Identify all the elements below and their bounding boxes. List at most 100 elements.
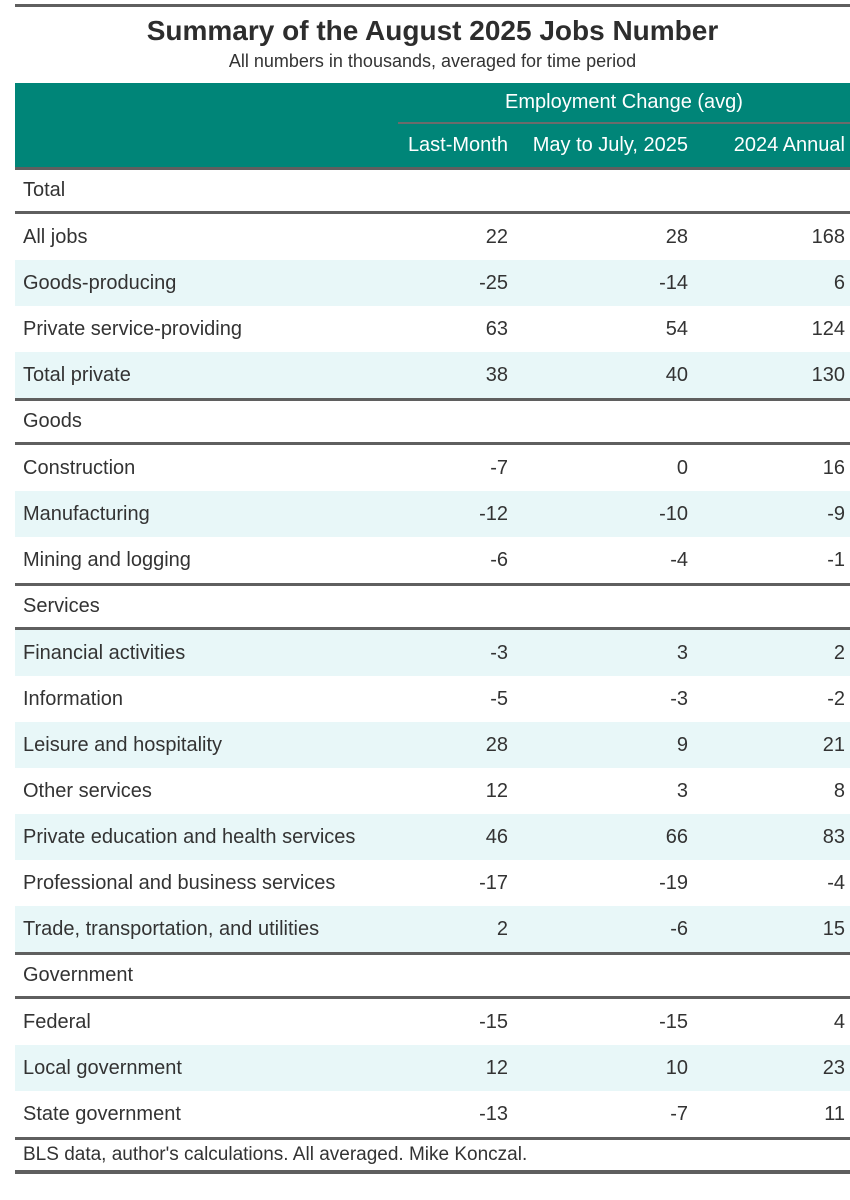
row-label: Goods-producing [23,271,177,294]
value-cell-may-to-july-2025: 66 [665,825,688,848]
value-cell-last-month: 46 [485,825,508,848]
value-cell-2024-annual: 8 [833,779,845,802]
table-row: Other services 12 3 8 [15,768,850,814]
column-spanner-employment-change: Employment Change (avg) [398,83,850,124]
value-cell-may-to-july-2025: -6 [670,917,688,940]
table-row: Federal -15 -15 4 [15,999,850,1045]
value-cell-2024-annual: 11 [824,1102,845,1125]
value-cell-last-month: -25 [479,271,508,294]
value-cell-last-month: -13 [479,1102,508,1125]
value-cell-may-to-july-2025: 54 [665,317,688,340]
value-cell-may-to-july-2025: -4 [670,548,688,571]
value-cell-last-month: 22 [485,225,508,248]
row-label: Private education and health services [23,825,356,848]
section-header-services: Services [15,586,850,630]
value-cell-may-to-july-2025: -10 [659,502,688,525]
value-cell-2024-annual: 83 [822,825,845,848]
value-cell-2024-annual: 124 [811,317,845,340]
table-row: Leisure and hospitality 28 9 21 [15,722,850,768]
row-label: Manufacturing [23,502,150,525]
table-row: Trade, transportation, and utilities 2 -… [15,906,850,955]
value-cell-last-month: -6 [490,548,508,571]
value-cell-may-to-july-2025: 28 [665,225,688,248]
table-row: Local government 12 10 23 [15,1045,850,1091]
value-cell-may-to-july-2025: -14 [659,271,688,294]
value-cell-last-month: 38 [485,363,508,386]
value-cell-2024-annual: -1 [827,548,845,571]
row-label: All jobs [23,225,88,248]
table-row: Financial activities -3 3 2 [15,630,850,676]
table-row: Construction -7 0 16 [15,445,850,491]
row-label: State government [23,1102,181,1125]
value-cell-last-month: 28 [485,733,508,756]
value-cell-2024-annual: 130 [811,363,845,386]
table-row: All jobs 22 28 168 [15,214,850,260]
table-body: Total All jobs 22 28 168 Goods-producing… [15,170,850,1140]
spanner-row: Employment Change (avg) [15,83,850,124]
table-subtitle: All numbers in thousands, averaged for t… [228,51,637,71]
value-cell-may-to-july-2025: 0 [676,456,688,479]
table-row: Manufacturing -12 -10 -9 [15,491,850,537]
value-cell-may-to-july-2025: 40 [665,363,688,386]
value-cell-2024-annual: -9 [827,502,845,525]
table-row: Private education and health services 46… [15,814,850,860]
value-cell-2024-annual: 21 [822,733,845,756]
column-header-last-month: Last-Month [407,134,508,156]
value-cell-last-month: -15 [479,1010,508,1033]
value-cell-last-month: -3 [490,641,508,664]
value-cell-may-to-july-2025: -3 [670,687,688,710]
value-cell-may-to-july-2025: -7 [670,1102,688,1125]
table-row: Professional and business services -17 -… [15,860,850,906]
table-row: Private service-providing 63 54 124 [15,306,850,352]
value-cell-last-month: -17 [479,871,508,894]
value-cell-2024-annual: -2 [827,687,845,710]
table-title: Summary of the August 2025 Jobs Number [146,15,719,46]
table-row: Total private 38 40 130 [15,352,850,401]
value-cell-last-month: 2 [496,917,508,940]
value-cell-2024-annual: 168 [811,225,845,248]
row-label: Other services [23,779,152,802]
column-labels-row: Last-Month May to July, 2025 2024 Annual [15,124,850,167]
column-header-band: Employment Change (avg) Last-Month May t… [15,83,850,170]
value-cell-may-to-july-2025: -19 [659,871,688,894]
jobs-summary-table: Summary of the August 2025 Jobs Number A… [15,4,850,1174]
value-cell-2024-annual: 4 [833,1010,845,1033]
section-header-total: Total [15,170,850,214]
value-cell-may-to-july-2025: 3 [676,641,688,664]
value-cell-last-month: -12 [479,502,508,525]
column-header-may-to-july-2025: May to July, 2025 [532,134,688,156]
row-label: Private service-providing [23,317,242,340]
value-cell-2024-annual: 16 [822,456,845,479]
value-cell-last-month: -5 [490,687,508,710]
value-cell-may-to-july-2025: 9 [676,733,688,756]
value-cell-2024-annual: 6 [833,271,845,294]
value-cell-last-month: 12 [485,1056,508,1079]
value-cell-may-to-july-2025: -15 [659,1010,688,1033]
value-cell-may-to-july-2025: 10 [665,1056,688,1079]
row-label: Local government [23,1056,182,1079]
value-cell-2024-annual: 2 [833,641,845,664]
value-cell-2024-annual: -4 [827,871,845,894]
row-label: Information [23,687,124,710]
row-label: Federal [23,1010,91,1033]
row-label: Total private [23,363,131,386]
value-cell-last-month: 12 [485,779,508,802]
value-cell-2024-annual: 15 [822,917,845,940]
section-header-goods: Goods [15,401,850,445]
row-label: Financial activities [23,641,186,664]
table-row: Information -5 -3 -2 [15,676,850,722]
value-cell-may-to-july-2025: 3 [676,779,688,802]
table-row: Goods-producing -25 -14 6 [15,260,850,306]
value-cell-last-month: 63 [485,317,508,340]
source-note: BLS data, author's calculations. All ave… [15,1140,850,1174]
section-header-government: Government [15,955,850,999]
column-header-2024-annual: 2024 Annual [733,134,845,156]
table-row: Mining and logging -6 -4 -1 [15,537,850,586]
table-row: State government -13 -7 11 [15,1091,850,1140]
row-label: Construction [23,456,136,479]
value-cell-2024-annual: 23 [822,1056,845,1079]
row-label: Mining and logging [23,548,191,571]
value-cell-last-month: -7 [490,456,508,479]
row-label: Trade, transportation, and utilities [23,917,320,940]
